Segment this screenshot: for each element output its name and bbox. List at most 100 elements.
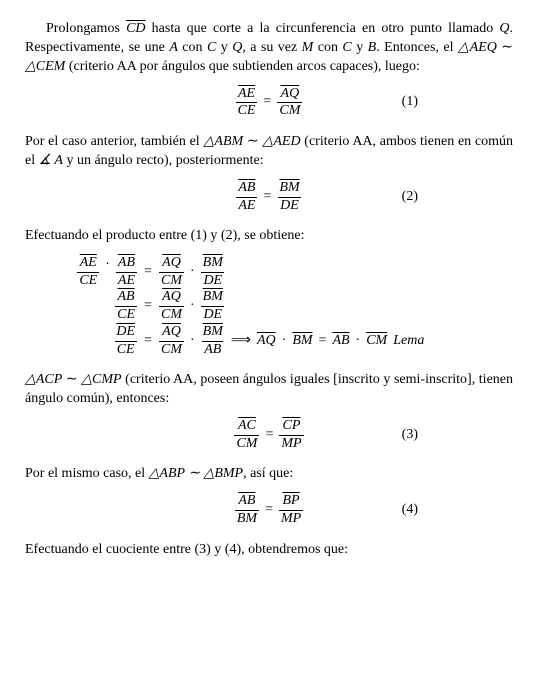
equation-number: (2) (402, 188, 418, 207)
triangle-cmp: △CMP (81, 372, 121, 387)
align-row-1: AECE · ABAE = AQCM · BMDE (65, 256, 513, 288)
text: con (313, 40, 342, 55)
segment: AB (332, 332, 349, 351)
paragraph-4: △ACP ∼ △CMP (criterio AA, poseen ángulos… (25, 371, 513, 409)
segment: CM (366, 332, 387, 351)
equation-4: AB BM = BP MP (4) (25, 494, 513, 526)
text: hasta que corte a la circunferencia en o… (146, 21, 500, 36)
point-q: Q (499, 21, 509, 36)
num: AQ (160, 325, 183, 341)
dot-operator: · (276, 332, 293, 351)
fraction-right: AQ CM (277, 87, 302, 119)
paragraph-2: Por el caso anterior, también el △ABM ∼ … (25, 133, 513, 171)
equals-sign: = (259, 501, 279, 520)
paragraph-3: Efectuando el producto entre (1) y (2), … (25, 227, 513, 246)
fraction-left: AE CE (236, 87, 258, 119)
similar-symbol: ∼ (62, 372, 81, 387)
align-row-2: ABCE = AQCM · BMDE (65, 290, 513, 322)
point-q2: Q (232, 40, 242, 55)
fraction-right: BP MP (279, 494, 303, 526)
triangle-abm: △ABM (203, 134, 243, 149)
den: CE (115, 341, 137, 358)
numerator: AQ (279, 87, 302, 103)
den: DE (201, 272, 224, 289)
numerator: AE (236, 87, 257, 103)
num: BM (201, 256, 225, 272)
dot-operator: · (350, 332, 367, 351)
numerator: BP (281, 494, 302, 510)
segment: BM (292, 332, 312, 351)
triangle-aeq: △AEQ (458, 40, 497, 55)
text: . Entonces, el (376, 40, 458, 55)
den: CE (115, 306, 137, 323)
den: CM (159, 341, 184, 358)
fraction-right: CP MP (279, 419, 303, 451)
numerator: AB (236, 494, 257, 510)
den: CM (159, 306, 184, 323)
text: , a su vez (242, 40, 301, 55)
num: AB (116, 290, 137, 306)
num: AE (78, 256, 99, 272)
equals-sign: = (257, 188, 277, 207)
numerator: AC (236, 419, 258, 435)
equals-sign: = (257, 93, 277, 112)
dot-operator: · (99, 256, 116, 288)
equation-number: (4) (402, 501, 418, 520)
numerator: BM (277, 181, 301, 197)
point-m: M (302, 40, 314, 55)
angle-a: ∡ A (39, 153, 63, 168)
text: Por el mismo caso, el (25, 466, 149, 481)
paragraph-5: Por el mismo caso, el △ABP ∼ △BMP, así q… (25, 465, 513, 484)
equals-sign: = (259, 426, 279, 445)
num: DE (114, 325, 137, 341)
text: y (216, 40, 232, 55)
point-c2: C (342, 40, 351, 55)
denominator: CE (236, 102, 258, 119)
paragraph-6: Efectuando el cuociente entre (3) y (4),… (25, 541, 513, 560)
similar-symbol: ∼ (497, 40, 513, 55)
den: DE (201, 306, 224, 323)
triangle-cem: △CEM (25, 59, 65, 74)
numerator: CP (281, 419, 303, 435)
dot-operator: · (184, 332, 201, 351)
denominator: AE (236, 197, 257, 214)
text: Prolongamos (46, 21, 126, 36)
text: Por el caso anterior, también el (25, 134, 203, 149)
denominator: CM (277, 102, 302, 119)
num: AQ (160, 290, 183, 306)
point-b: B (368, 40, 377, 55)
denominator: CM (234, 435, 259, 452)
equals-sign: = (313, 332, 333, 351)
dot-operator: · (184, 297, 201, 316)
similar-symbol: ∼ (243, 134, 262, 149)
triangle-aed: △AED (262, 134, 300, 149)
paragraph-1: Prolongamos CD hasta que corte a la circ… (25, 20, 513, 77)
aligned-equations: AECE · ABAE = AQCM · BMDE ABCE = AQCM · … (65, 256, 513, 357)
equals-sign: = (137, 263, 159, 282)
fraction-left: AB BM (235, 494, 259, 526)
equals-sign: = (137, 297, 159, 316)
text: con (178, 40, 207, 55)
fraction-left: AC CM (234, 419, 259, 451)
lemma-label: Lema (387, 332, 424, 351)
equation-2: AB AE = BM DE (2) (25, 181, 513, 213)
text: y un ángulo recto), posteriormente: (63, 153, 264, 168)
den: AB (202, 341, 223, 358)
point-c: C (207, 40, 216, 55)
equation-3: AC CM = CP MP (3) (25, 419, 513, 451)
dot-operator: · (184, 263, 201, 282)
num: BM (201, 290, 225, 306)
equation-number: (1) (402, 93, 418, 112)
implies-symbol: ⟹ (225, 332, 257, 351)
num: AQ (160, 256, 183, 272)
equation-1: AE CE = AQ CM (1) (25, 87, 513, 119)
equals-sign: = (137, 332, 159, 351)
equation-number: (3) (402, 426, 418, 445)
denominator: BM (235, 510, 259, 527)
text: , así que: (243, 466, 293, 481)
text: (criterio AA por ángulos que subtienden … (65, 59, 420, 74)
numerator: AB (236, 181, 257, 197)
triangles-abp-bmp: △ABP ∼ △BMP (149, 466, 243, 481)
triangle-acp: △ACP (25, 372, 62, 387)
denominator: MP (279, 435, 303, 452)
